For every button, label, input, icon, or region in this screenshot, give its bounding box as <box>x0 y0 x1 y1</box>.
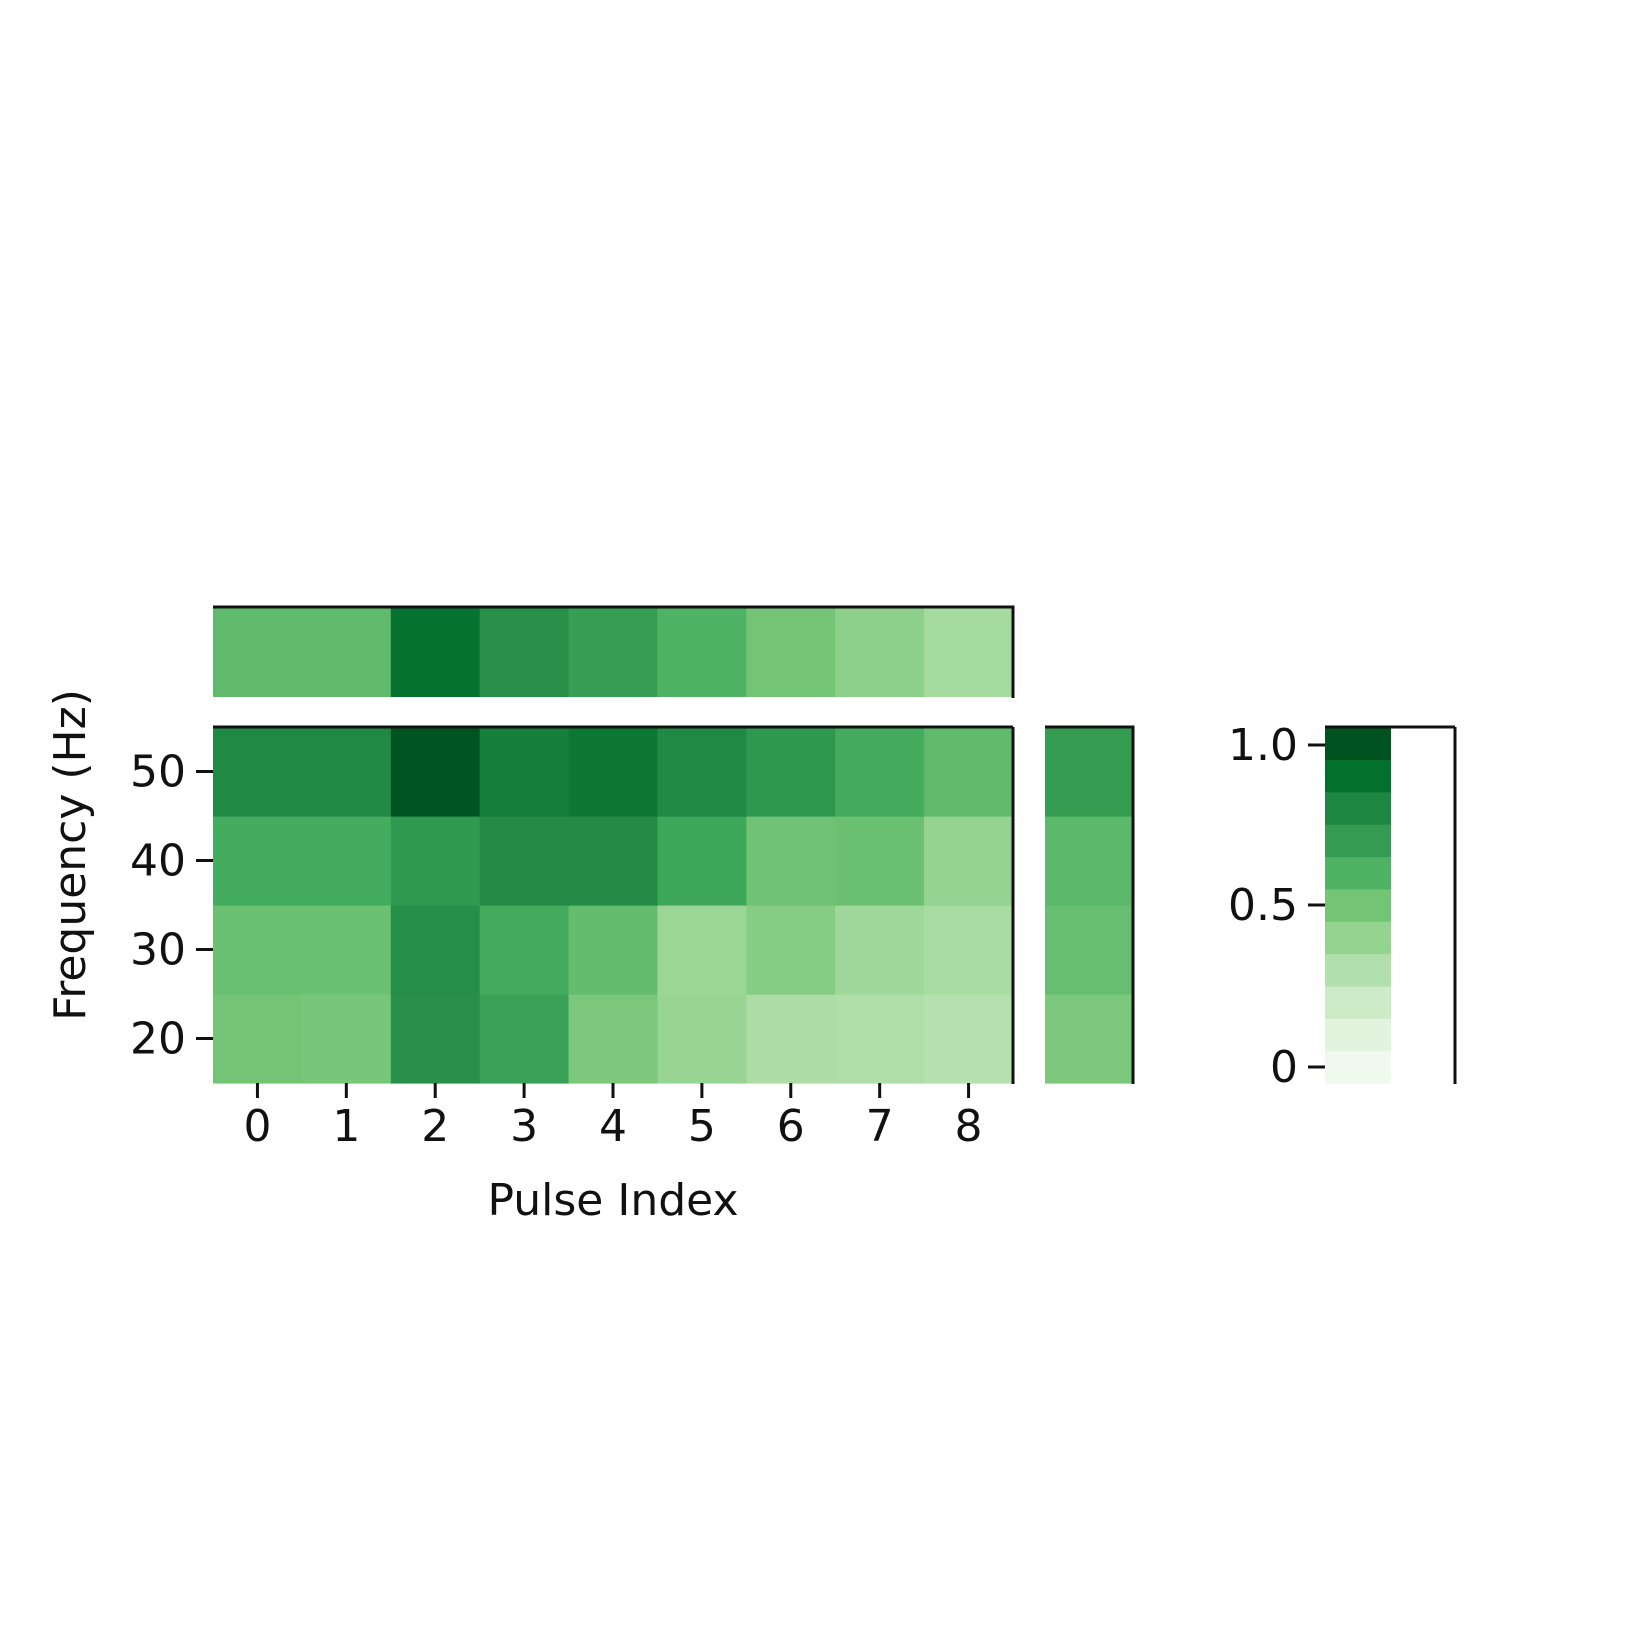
column-mean-cell <box>657 607 747 697</box>
row-mean-cell <box>1045 905 1133 995</box>
colorbar-level <box>1325 1018 1391 1052</box>
heatmap-cell <box>746 727 836 817</box>
heatmap-cell <box>746 816 836 906</box>
heatmap-cell <box>479 816 570 906</box>
heatmap-cell <box>924 994 1014 1084</box>
heatmap-cell <box>835 727 925 817</box>
column-mean-cell <box>835 607 925 697</box>
heatmap-cell <box>568 994 659 1084</box>
heatmap-cell <box>835 816 925 906</box>
row-mean-cell <box>1045 816 1133 906</box>
heatmap-cell <box>924 816 1014 906</box>
heatmap-cell <box>479 994 570 1084</box>
x-tick-label: 3 <box>510 1101 538 1152</box>
colorbar-level <box>1325 759 1391 793</box>
colorbar-tick-label: 0 <box>1270 1042 1298 1093</box>
heatmap-cell <box>568 727 659 817</box>
colorbar-level <box>1325 921 1391 955</box>
y-tick-label: 30 <box>130 925 186 976</box>
x-tick-label: 7 <box>866 1101 894 1152</box>
heatmap-cell <box>657 727 747 817</box>
row-mean-cell <box>1045 727 1133 817</box>
main-heatmap <box>213 727 1014 1084</box>
column-mean-strip <box>213 607 1014 697</box>
column-mean-cell <box>390 607 481 697</box>
axes: 0 1 2 3 4 5 6 7 8 20 30 40 50 0 0.5 1.0 <box>130 605 1457 1152</box>
heatmap-cell <box>924 727 1014 817</box>
heatmap-cell <box>746 994 836 1084</box>
colorbar-level <box>1325 953 1391 987</box>
y-tick-label: 40 <box>130 836 186 887</box>
heatmap-cell <box>213 994 303 1084</box>
colorbar <box>1325 727 1391 1084</box>
heatmap-cell <box>479 905 570 995</box>
heatmap-cell <box>213 816 303 906</box>
colorbar-level <box>1325 791 1391 825</box>
colorbar-level <box>1325 985 1391 1019</box>
heatmap-cell <box>301 727 392 817</box>
heatmap-cell <box>301 905 392 995</box>
y-tick-label: 50 <box>130 747 186 798</box>
heatmap-cell <box>657 905 747 995</box>
x-tick-label: 6 <box>777 1101 805 1152</box>
colorbar-level <box>1325 856 1391 890</box>
heatmap-cell <box>568 816 659 906</box>
heatmap-cell <box>479 727 570 817</box>
heatmap-cell <box>657 994 747 1084</box>
heatmap-cell <box>568 905 659 995</box>
row-mean-cell <box>1045 994 1133 1084</box>
x-tick-label: 5 <box>688 1101 716 1152</box>
column-mean-cell <box>213 607 303 697</box>
y-tick-label: 20 <box>130 1014 186 1065</box>
x-tick-label: 1 <box>332 1101 360 1152</box>
heatmap-cell <box>924 905 1014 995</box>
heatmap-cell <box>746 905 836 995</box>
colorbar-level <box>1325 888 1391 922</box>
column-mean-cell <box>301 607 392 697</box>
heatmap-cell <box>835 905 925 995</box>
x-tick-label: 8 <box>955 1101 983 1152</box>
column-mean-cell <box>924 607 1014 697</box>
heatmap-cell <box>213 727 303 817</box>
heatmap-cell <box>657 816 747 906</box>
heatmap-cell <box>390 994 481 1084</box>
heatmap-cell <box>390 816 481 906</box>
column-mean-cell <box>479 607 570 697</box>
colorbar-tick-label: 0.5 <box>1228 880 1298 931</box>
heatmap-cell <box>835 994 925 1084</box>
colorbar-level <box>1325 727 1391 760</box>
column-mean-cell <box>568 607 659 697</box>
colorbar-level <box>1325 1050 1391 1084</box>
x-tick-label: 0 <box>243 1101 271 1152</box>
row-mean-strip <box>1045 727 1133 1084</box>
x-tick-label: 4 <box>599 1101 627 1152</box>
y-axis-title: Frequency (Hz) <box>45 689 96 1021</box>
heatmap-cell <box>301 994 392 1084</box>
heatmap-cell <box>213 905 303 995</box>
heatmap-cell <box>390 905 481 995</box>
heatmap-cell <box>301 816 392 906</box>
heatmap-cell <box>390 727 481 817</box>
x-axis-title: Pulse Index <box>488 1175 739 1226</box>
colorbar-tick-label: 1.0 <box>1228 720 1298 771</box>
column-mean-cell <box>746 607 836 697</box>
x-tick-label: 2 <box>421 1101 449 1152</box>
colorbar-level <box>1325 824 1391 858</box>
